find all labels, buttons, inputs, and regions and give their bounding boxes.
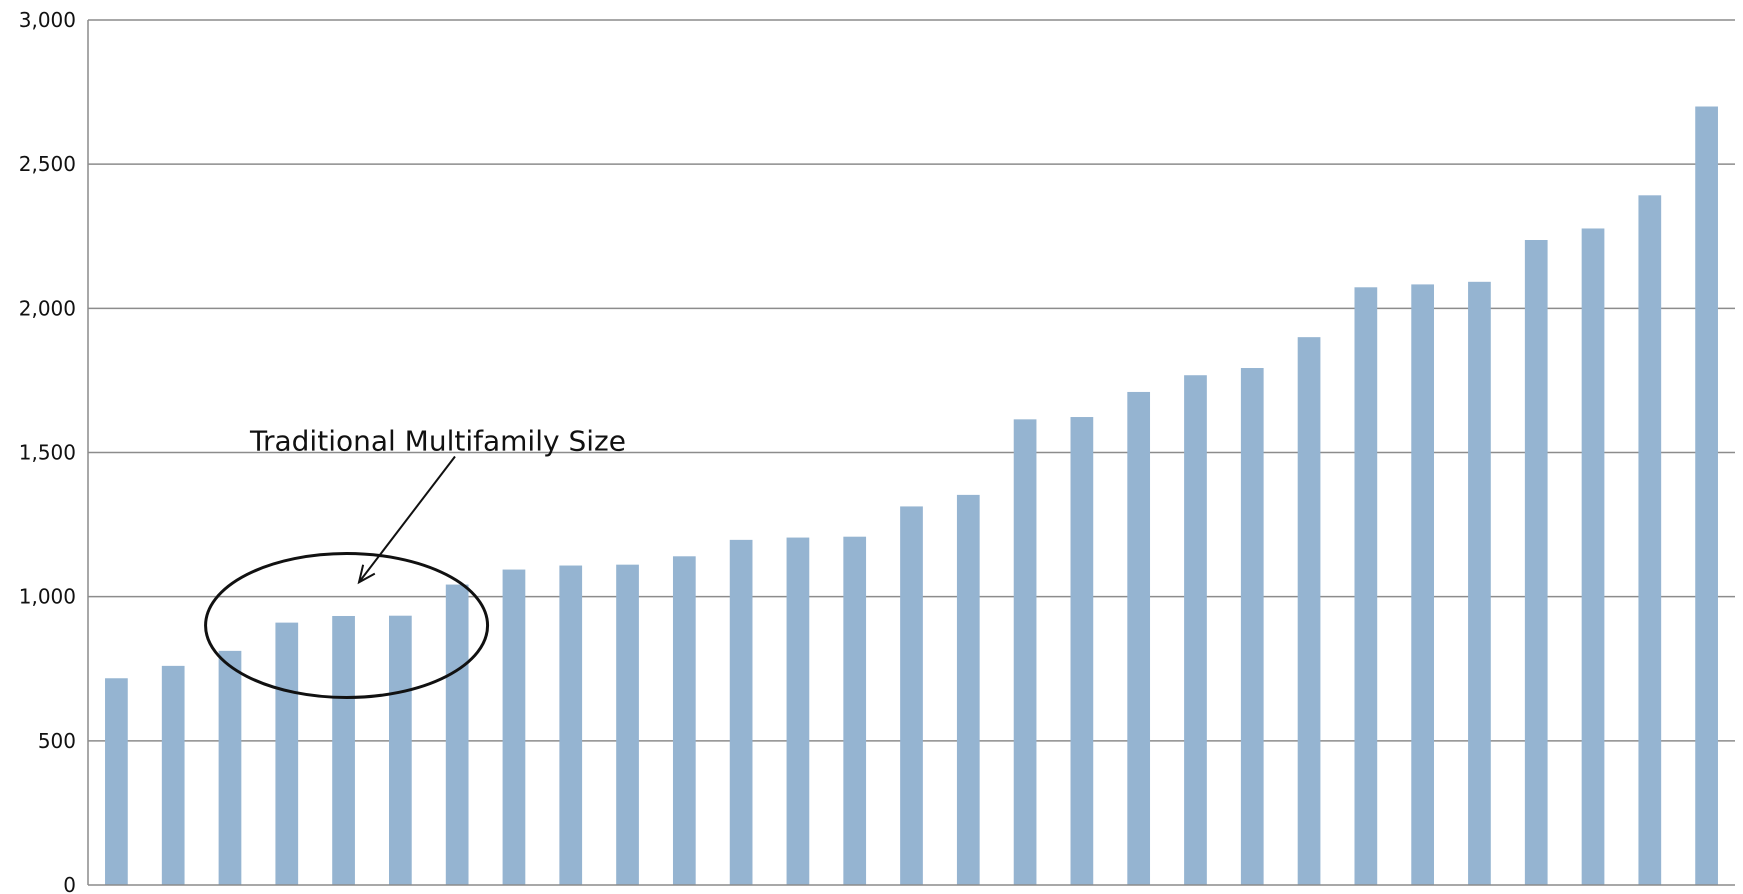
bar-16	[956, 494, 980, 885]
y-tick-label-2: 1,000	[19, 585, 76, 609]
gridlines	[88, 19, 1735, 742]
bar-20	[1184, 375, 1207, 885]
bars	[105, 106, 1718, 886]
bar-25	[1468, 281, 1491, 885]
bar-13	[786, 537, 810, 885]
bar-22	[1297, 337, 1321, 885]
y-tick-label-3: 1,500	[19, 441, 76, 465]
annotation-arrow-head	[357, 564, 376, 585]
bar-19	[1127, 391, 1151, 885]
y-tick-label-1: 500	[38, 729, 76, 753]
bar-24	[1411, 284, 1434, 885]
bar-15	[900, 506, 923, 885]
annotation-label: Traditional Multifamily Size	[249, 425, 626, 458]
bar-10	[616, 564, 639, 885]
bar-26	[1524, 240, 1548, 885]
bar-29	[1695, 106, 1718, 885]
bar-8	[502, 569, 526, 885]
bar-9	[559, 565, 583, 885]
bar-1	[105, 678, 128, 885]
axes	[87, 20, 1735, 886]
y-tick-label-5: 2,500	[19, 152, 76, 176]
bar-14	[843, 536, 867, 885]
y-tick-label-0: 0	[63, 873, 76, 894]
bar-11	[672, 556, 696, 885]
bar-2	[161, 665, 185, 885]
bar-17	[1013, 419, 1037, 885]
y-tick-label-6: 3,000	[19, 8, 76, 32]
bar-4	[275, 622, 299, 885]
bar-5	[332, 615, 355, 885]
bar-12	[729, 539, 753, 885]
annotation-ellipse	[204, 552, 490, 699]
annotation: Traditional Multifamily Size	[204, 425, 626, 699]
bar-6	[389, 615, 412, 885]
bar-28	[1638, 195, 1662, 885]
tick-labels: 0 500 1,000 1,500 2,000 2,500 3,000	[19, 8, 76, 894]
bar-7	[445, 584, 469, 885]
bar-3	[218, 650, 242, 885]
annotation-arrow-shaft	[358, 455, 456, 583]
bar-18	[1070, 417, 1094, 885]
bar-27	[1581, 228, 1605, 886]
bar-21	[1240, 368, 1264, 885]
y-tick-label-4: 2,000	[19, 296, 76, 320]
bar-23	[1354, 287, 1378, 885]
